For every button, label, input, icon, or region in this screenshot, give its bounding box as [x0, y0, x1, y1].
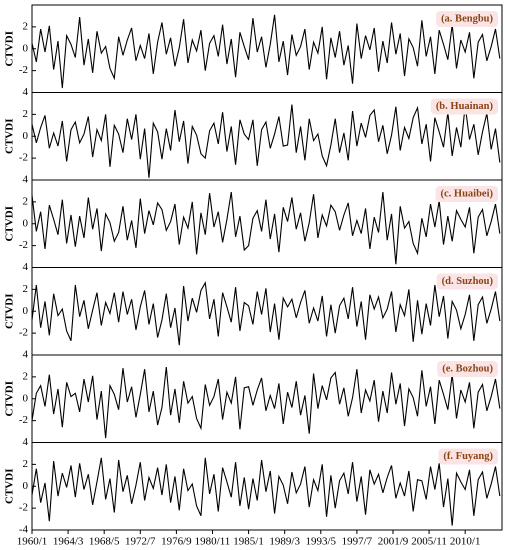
y-tick-label: 4 [23, 174, 29, 186]
legend-label: (b. Huainan) [436, 101, 494, 112]
y-tick-label: 4 [23, 86, 29, 98]
panel-label: (a. Bengbu) [436, 11, 498, 27]
panel: -2 0 2 CTVDI (a. Bengbu) [4, 4, 503, 93]
y-tick-label: 4 [23, 436, 29, 448]
panel-label: (e. Bozhou) [437, 361, 498, 377]
label-bg [435, 186, 498, 202]
y-tick-label: 2 [23, 20, 29, 32]
x-tick-label: 1997/7 [342, 536, 373, 548]
x-tick-label: 1972/7 [125, 536, 156, 548]
y-tick-label: -2 [19, 502, 28, 514]
y-tick-label: 0 [23, 305, 29, 317]
label-bg [438, 448, 498, 465]
x-tick-label: 1976/9 [161, 536, 192, 548]
panel-frame [31, 179, 503, 268]
legend-label: (c. Huaibei) [441, 188, 494, 199]
panel: -2 0 2 4 CTVDI (d. Suzhou) [4, 261, 503, 356]
y-tick-label: 0 [23, 217, 29, 229]
panel: -2 0 2 4 CTVDI (b. Huainan) [4, 86, 503, 181]
x-tick-label: 1993/5 [306, 536, 337, 548]
y-tick-label: 4 [23, 261, 29, 273]
label-bg [430, 98, 498, 115]
y-tick-label: -2 [19, 239, 28, 251]
y-tick-label: 0 [23, 392, 29, 404]
y-tick-label: -2 [19, 414, 28, 426]
label-bg [437, 361, 498, 377]
series-line [31, 281, 501, 346]
legend-label: (e. Bozhou) [442, 363, 493, 374]
legend-label: (d. Suzhou) [442, 276, 494, 287]
y-tick-label: 2 [23, 195, 29, 207]
panel: -2 0 2 4 CTVDI (e. Bozhou) [4, 349, 503, 443]
x-tick-label: 1960/1 [17, 536, 48, 548]
y-tick-label: 4 [23, 349, 29, 361]
x-tick-label: 2010/1 [450, 536, 481, 548]
y-tick-label: 2 [23, 370, 29, 382]
y-tick-label: -2 [19, 327, 28, 339]
y-tick-label: -4 [19, 524, 29, 536]
panel: -2 0 2 4 CTVDI (c. Huaibei) [4, 174, 503, 268]
x-tick-label: 1964/3 [53, 536, 84, 548]
y-tick-label: 0 [23, 42, 29, 54]
x-tick-label: 2001/9 [378, 536, 409, 548]
y-axis-label: CTVDI [4, 119, 16, 154]
y-tick-label: -2 [19, 152, 28, 164]
y-axis-label: CTVDI [4, 206, 16, 241]
panel-label: (c. Huaibei) [435, 186, 498, 202]
panel-label: (f. Fuyang) [438, 448, 498, 465]
series-line [31, 14, 501, 89]
x-tick-label: 1989/3 [269, 536, 300, 548]
y-tick-label: 2 [23, 108, 29, 120]
panel-label: (b. Huainan) [430, 98, 498, 115]
series-line [31, 191, 501, 265]
legend-label: (f. Fuyang) [443, 451, 493, 462]
panel: -4 -2 0 2 4 CTVDI (f. Fuyang) [4, 436, 503, 536]
x-tick-label: 1968/5 [89, 536, 120, 548]
x-tick-label: 2005/11 [411, 536, 447, 548]
x-tick-label: 1985/1 [233, 536, 264, 548]
y-tick-label: 0 [23, 480, 29, 492]
y-axis-label: CTVDI [4, 31, 16, 66]
panel-label: (d. Suzhou) [436, 273, 498, 290]
series-line [31, 104, 501, 178]
y-tick-label: -2 [19, 64, 28, 76]
legend-label: (a. Bengbu) [441, 13, 493, 24]
y-tick-label: 0 [23, 130, 29, 142]
x-tick-label: 1980/11 [195, 536, 231, 548]
y-axis-label: CTVDI [4, 294, 16, 329]
y-axis-label: CTVDI [4, 381, 16, 416]
series-line [31, 457, 501, 526]
label-bg [436, 273, 498, 290]
y-tick-label: 2 [23, 458, 29, 470]
series-line [31, 366, 501, 439]
y-tick-label: 2 [23, 283, 29, 295]
label-bg [436, 11, 498, 27]
y-axis-label: CTVDI [4, 469, 16, 504]
